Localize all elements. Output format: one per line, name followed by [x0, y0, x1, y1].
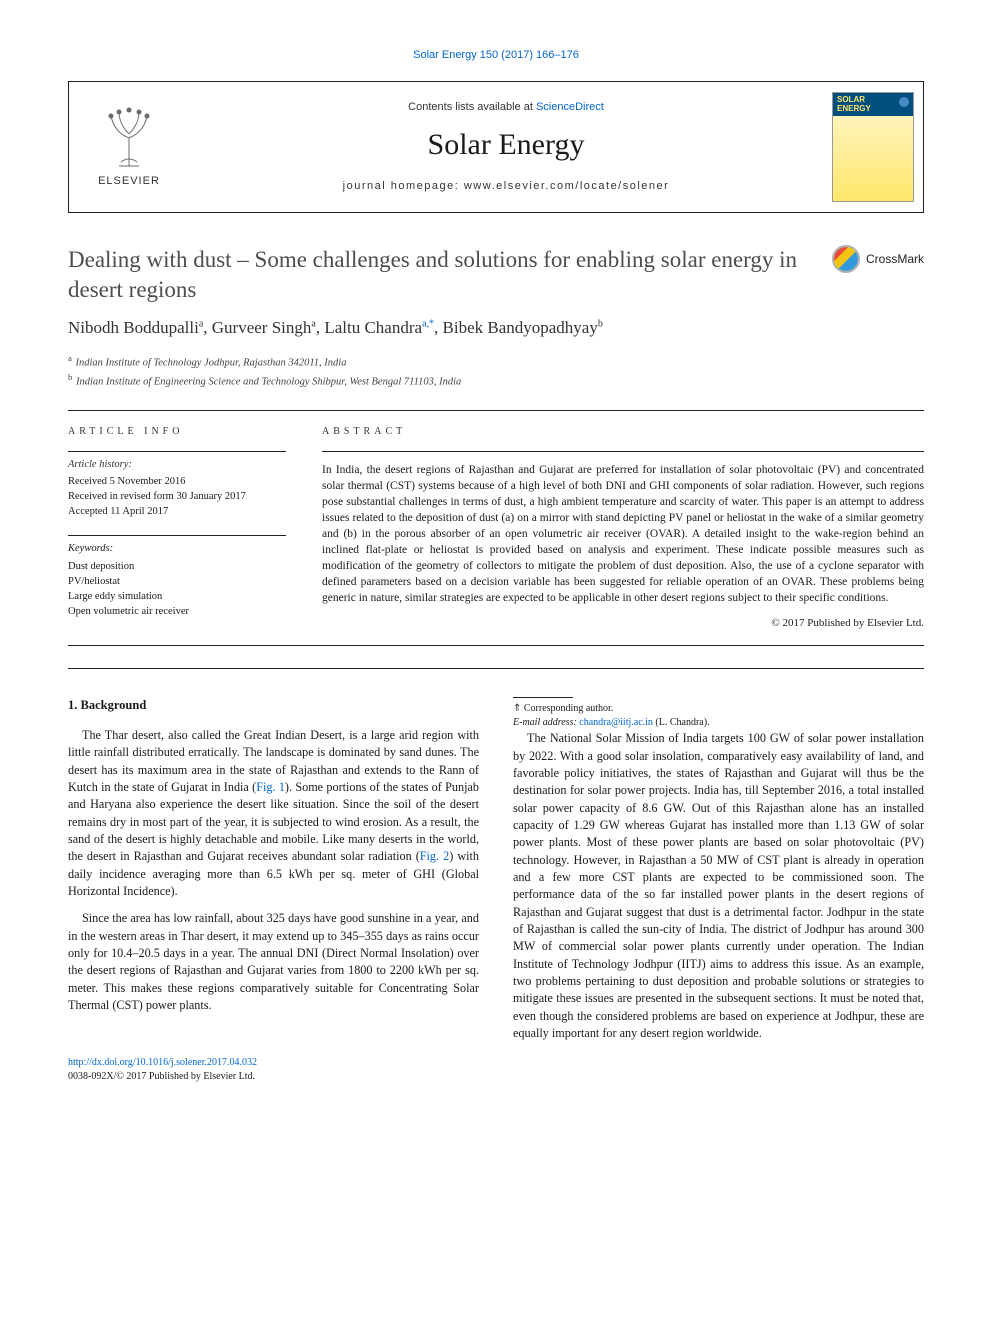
history-line: Received 5 November 2016: [68, 474, 286, 489]
divider: [513, 697, 573, 698]
body-paragraph: The National Solar Mission of India targ…: [513, 730, 924, 1042]
publisher-name: ELSEVIER: [98, 174, 160, 189]
divider: [68, 410, 924, 411]
publisher-block: ELSEVIER: [69, 82, 189, 212]
top-citation: Solar Energy 150 (2017) 166–176: [68, 48, 924, 63]
top-citation-link[interactable]: Solar Energy 150 (2017) 166–176: [413, 49, 579, 61]
abstract-label: ABSTRACT: [322, 425, 924, 439]
corresponding-email-link[interactable]: chandra@iitj.ac.in: [579, 717, 653, 728]
author-marker: a: [199, 318, 203, 329]
copyright-line: © 2017 Published by Elsevier Ltd.: [322, 616, 924, 631]
affiliations: a Indian Institute of Technology Jodhpur…: [68, 352, 924, 391]
aff-marker: a: [68, 353, 72, 363]
contents-line: Contents lists available at ScienceDirec…: [408, 100, 604, 115]
divider: [68, 645, 924, 646]
email-label: E-mail address:: [513, 717, 579, 728]
aff-marker: b: [68, 372, 72, 382]
cover-thumb-wrap: SOLAR ENERGY: [823, 82, 923, 212]
figure-link[interactable]: Fig. 2: [420, 849, 449, 863]
journal-homepage: journal homepage: www.elsevier.com/locat…: [343, 179, 670, 194]
sciencedirect-link[interactable]: ScienceDirect: [536, 101, 604, 113]
body-paragraph: The Thar desert, also called the Great I…: [68, 727, 479, 900]
aff-text: Indian Institute of Technology Jodhpur, …: [76, 357, 347, 368]
cover-title-1: SOLAR: [837, 95, 865, 104]
figure-link[interactable]: Fig. 1: [256, 780, 285, 794]
divider: [68, 451, 286, 452]
keywords-label: Keywords:: [68, 542, 286, 556]
author-marker: a,*: [422, 318, 434, 329]
keyword: Open volumetric air receiver: [68, 604, 286, 619]
corresponding-label: ⇑ Corresponding author.: [513, 702, 924, 716]
history-line: Received in revised form 30 January 2017: [68, 489, 286, 504]
author: Nibodh Boddupalli: [68, 318, 199, 337]
divider: [68, 668, 924, 669]
masthead-center: Contents lists available at ScienceDirec…: [189, 82, 823, 212]
body-paragraph: Since the area has low rainfall, about 3…: [68, 910, 479, 1014]
corresponding-footnote: ⇑ Corresponding author. E-mail address: …: [513, 697, 924, 730]
author-marker: a: [311, 318, 315, 329]
article-info-label: ARTICLE INFO: [68, 425, 286, 439]
section-heading: 1. Background: [68, 697, 479, 715]
journal-title: Solar Energy: [428, 125, 585, 166]
journal-cover-thumb: SOLAR ENERGY: [832, 92, 914, 202]
keyword: Large eddy simulation: [68, 589, 286, 604]
author: Gurveer Singh: [212, 318, 312, 337]
email-suffix: (L. Chandra).: [653, 717, 710, 728]
abstract-body: In India, the desert regions of Rajastha…: [322, 462, 924, 607]
crossmark-label: CrossMark: [866, 251, 924, 267]
journal-masthead: ELSEVIER Contents lists available at Sci…: [68, 81, 924, 213]
crossmark-icon: [832, 245, 860, 273]
doi-link[interactable]: http://dx.doi.org/10.1016/j.solener.2017…: [68, 1057, 257, 1068]
author: Bibek Bandyopadhyay: [443, 318, 598, 337]
divider: [322, 451, 924, 452]
article-title: Dealing with dust – Some challenges and …: [68, 245, 812, 305]
abstract: ABSTRACT In India, the desert regions of…: [322, 425, 924, 631]
body-columns: 1. Background The Thar desert, also call…: [68, 697, 924, 1042]
homepage-prefix: journal homepage:: [343, 180, 464, 192]
history-line: Accepted 11 April 2017: [68, 504, 286, 519]
keyword: PV/heliostat: [68, 574, 286, 589]
divider: [68, 535, 286, 536]
affiliation: a Indian Institute of Technology Jodhpur…: [68, 352, 924, 371]
elsevier-tree-icon: [97, 104, 161, 168]
issn-line: 0038-092X/© 2017 Published by Elsevier L…: [68, 1070, 924, 1084]
keyword: Dust deposition: [68, 559, 286, 574]
article-info: ARTICLE INFO Article history: Received 5…: [68, 425, 286, 631]
contents-prefix: Contents lists available at: [408, 101, 536, 113]
aff-text: Indian Institute of Engineering Science …: [76, 376, 461, 387]
author-marker: b: [598, 318, 603, 329]
author: Laltu Chandra: [324, 318, 422, 337]
homepage-url[interactable]: www.elsevier.com/locate/solener: [464, 180, 669, 192]
crossmark-widget[interactable]: CrossMark: [832, 245, 924, 273]
page-footer: http://dx.doi.org/10.1016/j.solener.2017…: [68, 1056, 924, 1084]
authors-line: Nibodh Boddupallia, Gurveer Singha, Lalt…: [68, 317, 924, 340]
history-label: Article history:: [68, 458, 286, 472]
cover-title-2: ENERGY: [837, 104, 871, 113]
cover-badge-icon: [899, 97, 909, 107]
affiliation: b Indian Institute of Engineering Scienc…: [68, 371, 924, 390]
